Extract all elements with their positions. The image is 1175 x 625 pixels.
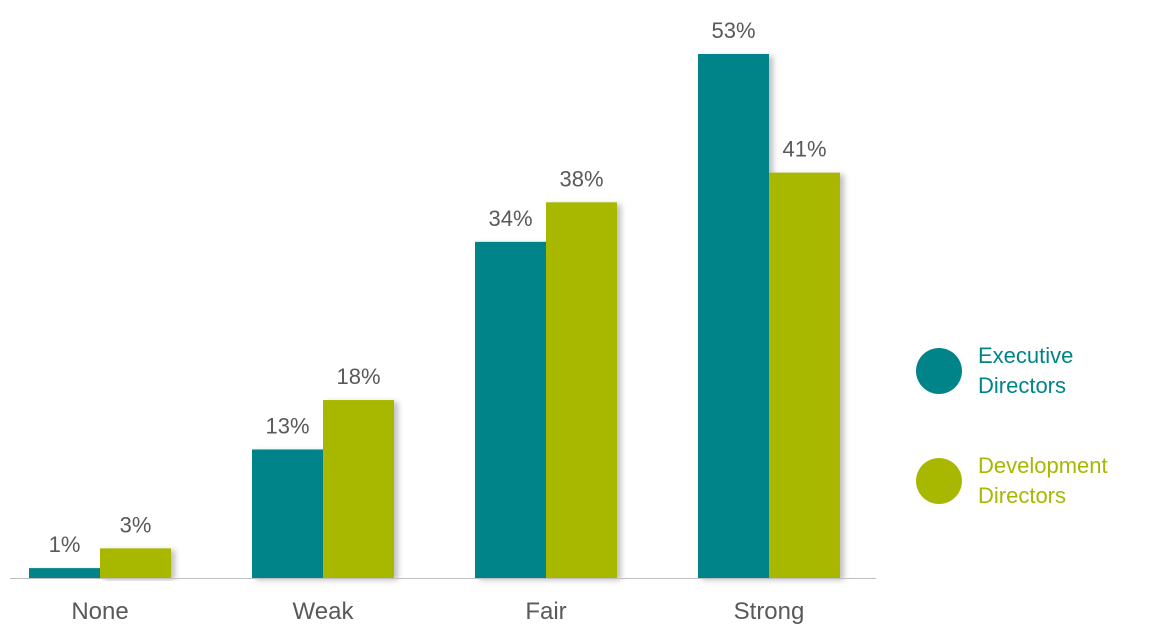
data-label-weak-executive: 13% <box>265 413 309 438</box>
data-label-fair-development: 38% <box>559 166 603 191</box>
legend-item-development-directors: Development Directors <box>916 451 1138 511</box>
data-label-strong-executive: 53% <box>711 18 755 43</box>
bar-strong-executive <box>698 54 769 578</box>
bar-none-executive <box>29 568 100 578</box>
x-tick-label-fair: Fair <box>525 598 566 625</box>
bar-strong-development <box>769 172 840 578</box>
data-label-strong-development: 41% <box>782 137 826 162</box>
data-label-none-development: 3% <box>120 512 152 537</box>
bar-weak-development <box>323 400 394 578</box>
x-tick-label-strong: Strong <box>734 598 805 625</box>
legend-swatch-executive-directors <box>916 348 962 394</box>
x-tick-label-weak: Weak <box>293 598 355 625</box>
data-label-weak-development: 18% <box>336 364 380 389</box>
legend-item-executive-directors: Executive Directors <box>916 341 1138 401</box>
legend-label-development-directors: Development Directors <box>978 453 1108 508</box>
legend-label-executive-directors: Executive Directors <box>978 343 1074 398</box>
data-label-none-executive: 1% <box>49 532 81 557</box>
legend: Executive Directors Development Director… <box>916 341 1138 561</box>
bar-weak-executive <box>252 449 323 578</box>
bar-chart: 1% 3% None 13% 18% Weak 34% 38% Fair 53% 41% Strong <box>10 18 876 625</box>
bar-fair-executive <box>475 241 546 578</box>
x-tick-label-none: None <box>71 598 128 625</box>
legend-swatch-development-directors <box>916 458 962 504</box>
bar-none-development <box>100 548 171 578</box>
bar-fair-development <box>546 202 617 578</box>
data-label-fair-executive: 34% <box>488 206 532 231</box>
